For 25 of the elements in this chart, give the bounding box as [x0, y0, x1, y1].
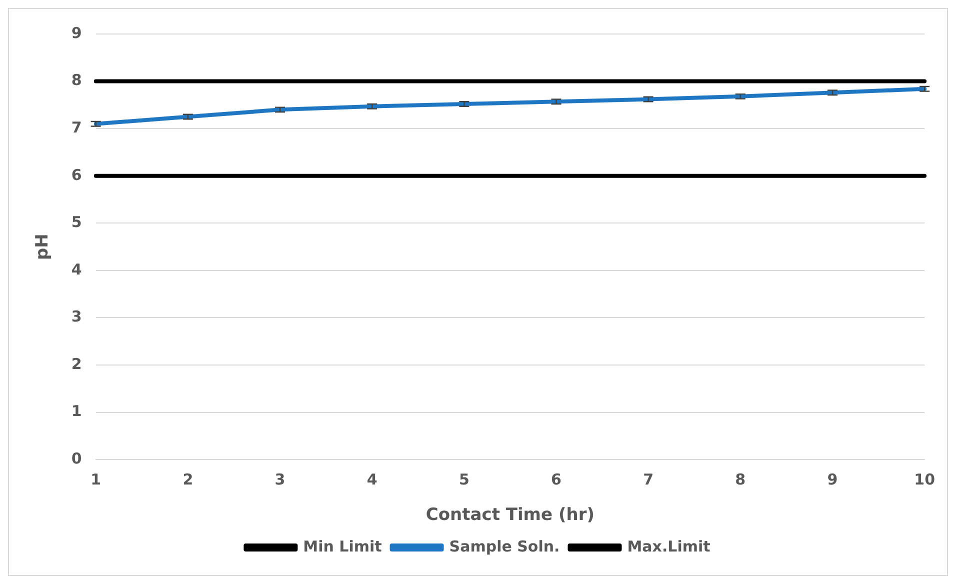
y-tick-label: 0	[71, 449, 82, 468]
x-tick-label: 7	[643, 470, 654, 488]
x-tick-label: 10	[914, 470, 935, 488]
x-tick-label: 3	[274, 470, 286, 488]
y-tick-label: 6	[71, 166, 82, 184]
y-axis-title: pH	[32, 234, 53, 260]
y-tick-label: 9	[71, 24, 82, 42]
x-tick-label: 9	[827, 470, 838, 488]
y-tick-label: 1	[71, 402, 82, 420]
x-tick-label: 4	[366, 470, 378, 488]
legend-label: Min Limit	[303, 537, 382, 556]
x-tick-label: 8	[735, 470, 746, 488]
x-axis-title: Contact Time (hr)	[426, 505, 594, 526]
x-tick-label: 2	[182, 470, 194, 488]
x-tick-label: 1	[90, 470, 102, 488]
y-tick-label: 3	[71, 308, 82, 326]
y-tick-label: 8	[71, 71, 82, 90]
y-tick-label: 7	[71, 118, 82, 136]
x-tick-label: 6	[551, 470, 562, 488]
y-tick-label: 5	[71, 213, 82, 232]
legend-label: Sample Soln.	[449, 537, 560, 556]
y-tick-label: 4	[71, 260, 82, 278]
legend-label: Max.Limit	[627, 537, 710, 556]
y-tick-label: 2	[71, 354, 82, 373]
x-tick-label: 5	[458, 470, 470, 488]
